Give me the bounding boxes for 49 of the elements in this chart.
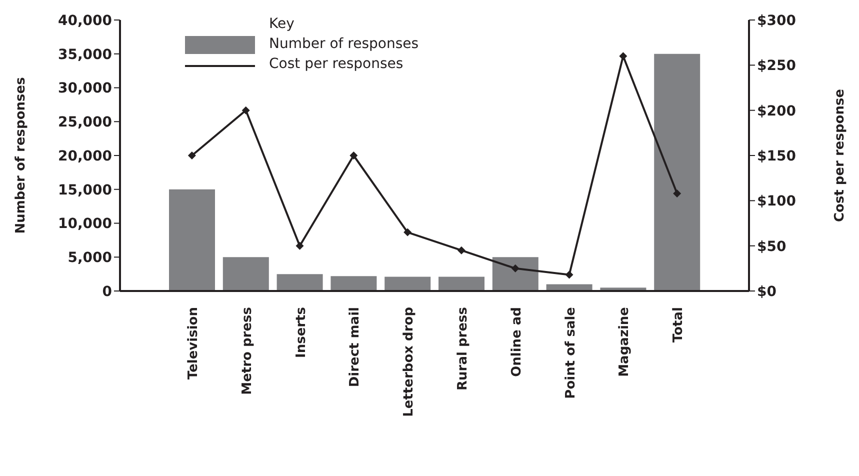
- point: [242, 106, 250, 114]
- legend-title: Key: [269, 15, 296, 34]
- bar: [492, 257, 538, 291]
- x-tick-label: Online ad: [509, 307, 524, 377]
- y-tick-label: 25,000: [58, 114, 112, 131]
- bar: [654, 54, 700, 291]
- point: [511, 264, 520, 272]
- y2-tick-label: $300: [757, 12, 796, 29]
- y2-tick-label: $200: [757, 103, 796, 120]
- point: [404, 228, 412, 236]
- x-tick-label: Magazine: [617, 306, 632, 377]
- bar: [276, 274, 323, 291]
- y-tick-label: 0: [102, 284, 112, 300]
- y-tick-label: 40,000: [58, 12, 112, 29]
- y-axis-title: Number of responses: [14, 76, 29, 234]
- point: [673, 189, 682, 198]
- y2-tick-label: $0: [757, 284, 777, 300]
- y2-tick-label: $250: [757, 58, 796, 74]
- y-tick-label: 30,000: [58, 80, 112, 97]
- x-tick-label: Metro press: [240, 306, 255, 395]
- x-tick-label: Direct mail: [348, 307, 363, 388]
- y-tick-label: 20,000: [58, 148, 112, 164]
- y-tick-label: 10,000: [58, 216, 112, 232]
- y2-axis-title: Cost per response: [832, 88, 848, 222]
- y2-tick-label: $100: [757, 194, 796, 210]
- x-tick-label: Letterbox drop: [402, 307, 417, 417]
- legend-label: Cost per responses: [269, 55, 404, 74]
- x-tick-label: Total: [671, 307, 686, 343]
- bar: [330, 276, 377, 291]
- y-tick-label: 15,000: [58, 182, 112, 198]
- point: [565, 270, 574, 279]
- x-tick-label: Inserts: [294, 306, 309, 358]
- legend-label: Number of responses: [269, 35, 419, 54]
- bar: [438, 276, 484, 291]
- x-tick-label: Rural press: [455, 306, 470, 390]
- y-tick-label: 35,000: [58, 46, 112, 63]
- point: [457, 246, 466, 254]
- bar: [222, 257, 269, 291]
- point: [619, 52, 628, 60]
- point: [188, 152, 196, 160]
- bar: [169, 189, 215, 291]
- x-tick-label: Television: [186, 307, 201, 380]
- bar: [384, 276, 431, 291]
- y-tick-label: 5,000: [68, 250, 112, 266]
- point: [350, 152, 358, 160]
- point: [296, 242, 304, 250]
- y2-tick-label: $50: [757, 238, 786, 255]
- x-tick-label: Point of sale: [563, 306, 578, 399]
- y2-tick-label: $150: [757, 148, 796, 164]
